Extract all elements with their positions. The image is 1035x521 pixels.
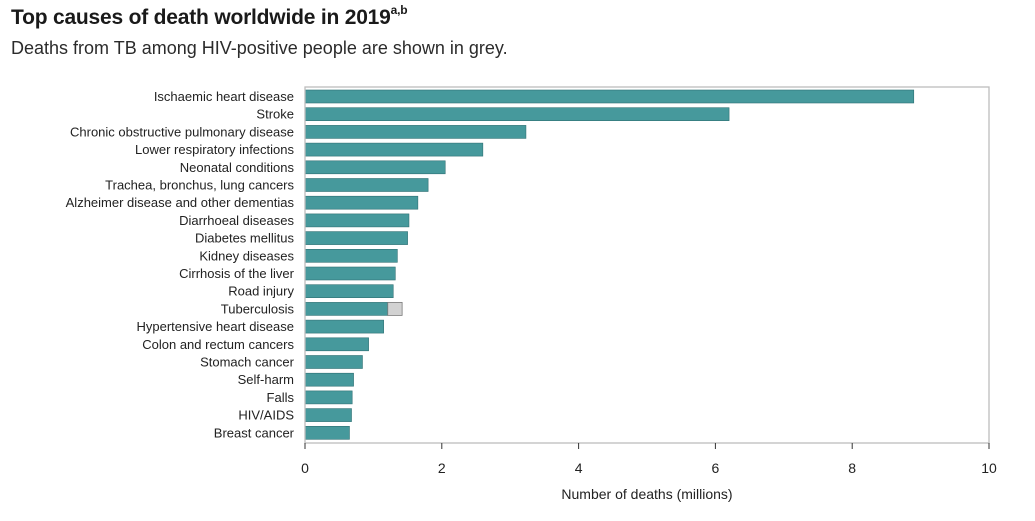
plot-frame bbox=[304, 86, 990, 444]
category-label: Ischaemic heart disease bbox=[154, 89, 294, 104]
bar bbox=[304, 319, 384, 334]
bar bbox=[304, 372, 354, 387]
bar bbox=[304, 89, 915, 104]
category-label: Chronic obstructive pulmonary disease bbox=[70, 124, 294, 139]
category-label: Colon and rectum cancers bbox=[142, 337, 294, 352]
chart-title: Top causes of death worldwide in 2019a,b bbox=[11, 3, 408, 30]
bars bbox=[304, 89, 915, 440]
bar bbox=[304, 337, 369, 352]
bar-hiv-positive-tb bbox=[387, 301, 403, 316]
x-tick-label: 2 bbox=[438, 460, 446, 476]
title-footnote-marker: a,b bbox=[390, 3, 408, 17]
category-label: Diarrhoeal diseases bbox=[179, 213, 294, 228]
bar bbox=[304, 284, 394, 299]
category-label: Stomach cancer bbox=[200, 355, 295, 370]
bar bbox=[304, 302, 389, 316]
bar bbox=[304, 213, 410, 228]
category-label: Road injury bbox=[228, 284, 294, 299]
x-tick-label: 4 bbox=[575, 460, 583, 476]
category-label: Stroke bbox=[256, 107, 294, 122]
x-axis: 0 2 4 6 8 10 bbox=[301, 443, 997, 476]
bar bbox=[304, 355, 363, 369]
bar bbox=[304, 160, 446, 175]
category-label: Trachea, bronchus, lung cancers bbox=[105, 178, 294, 193]
category-label: Hypertensive heart disease bbox=[136, 319, 294, 334]
chart-title-text: Top causes of death worldwide in 2019 bbox=[11, 6, 391, 29]
category-label: Cirrhosis of the liver bbox=[179, 266, 295, 281]
chart-subtitle: Deaths from TB among HIV-positive people… bbox=[11, 38, 508, 58]
bar bbox=[304, 390, 353, 405]
category-label: HIV/AIDS bbox=[238, 408, 294, 423]
x-tick-label: 6 bbox=[712, 460, 720, 476]
bar bbox=[304, 125, 527, 139]
category-label: Self-harm bbox=[238, 372, 294, 387]
category-label: Neonatal conditions bbox=[180, 160, 295, 175]
category-label: Kidney diseases bbox=[199, 248, 294, 263]
category-label: Tuberculosis bbox=[221, 301, 295, 316]
bar bbox=[304, 425, 350, 440]
bar bbox=[304, 408, 352, 422]
category-label: Falls bbox=[267, 390, 295, 405]
x-tick-label: 8 bbox=[848, 460, 856, 476]
bar bbox=[304, 249, 398, 263]
bar bbox=[304, 107, 730, 121]
category-label: Diabetes mellitus bbox=[195, 231, 294, 246]
category-label: Lower respiratory infections bbox=[135, 142, 294, 157]
category-labels: Ischaemic heart disease Stroke Chronic obs… bbox=[66, 89, 295, 440]
bar bbox=[304, 195, 419, 210]
x-axis-label: Number of deaths (millions) bbox=[561, 486, 732, 502]
bar bbox=[304, 231, 408, 245]
category-label: Breast cancer bbox=[214, 425, 295, 440]
x-tick-label: 10 bbox=[981, 460, 997, 476]
bar bbox=[304, 266, 396, 281]
bar bbox=[304, 178, 429, 192]
bar bbox=[304, 142, 484, 157]
x-tick-label: 0 bbox=[301, 460, 309, 476]
category-label: Alzheimer disease and other dementias bbox=[66, 195, 295, 210]
